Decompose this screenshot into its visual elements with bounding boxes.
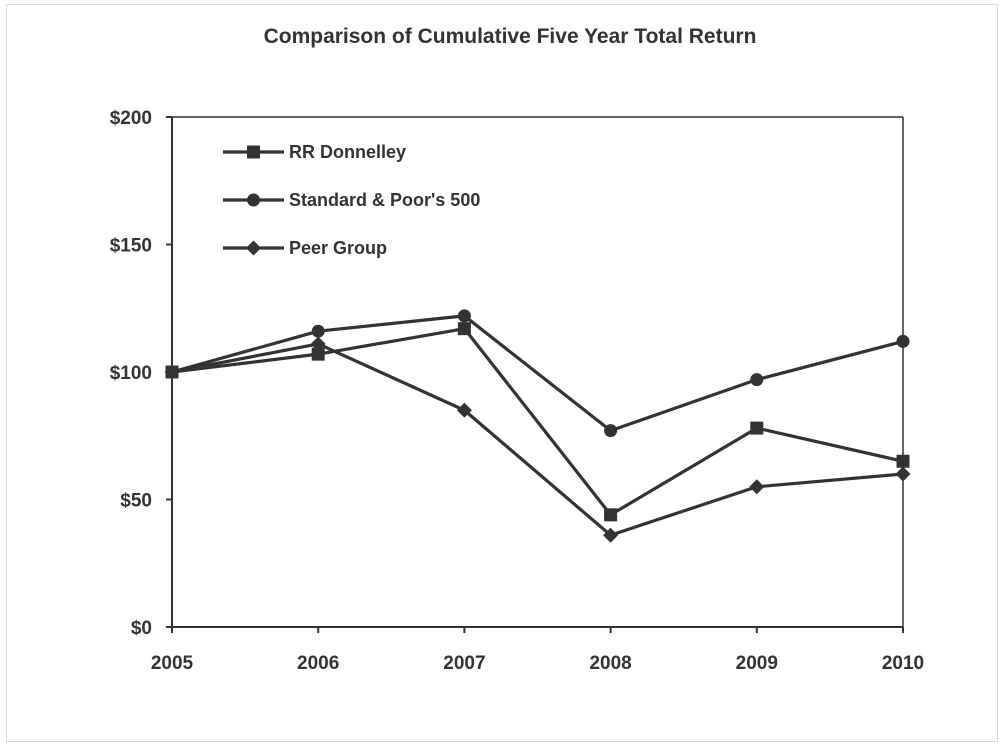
data-point-peer-group xyxy=(895,466,911,482)
legend-marker-rr-donnelley xyxy=(247,145,260,159)
data-point-rr-donnelley xyxy=(457,322,471,336)
data-point-standard-poor-s-500 xyxy=(457,309,471,323)
legend-marker-peer-group xyxy=(246,240,261,256)
legend-label-standard-poor-s-500: Standard & Poor's 500 xyxy=(289,190,480,210)
data-point-peer-group xyxy=(603,527,619,543)
series-line-standard-poor-s-500 xyxy=(171,314,904,433)
data-point-peer-group xyxy=(749,479,765,495)
data-point-standard-poor-s-500 xyxy=(896,334,910,348)
data-point-standard-poor-s-500 xyxy=(311,324,325,338)
legend-label-peer-group: Peer Group xyxy=(289,238,387,258)
chart-title: Comparison of Cumulative Five Year Total… xyxy=(264,25,757,48)
data-point-peer-group xyxy=(456,402,472,418)
x-tick-label: 2008 xyxy=(589,653,631,674)
data-point-peer-group xyxy=(310,336,326,352)
y-tick-label: $200 xyxy=(110,108,152,129)
y-tick-label: $150 xyxy=(110,236,152,257)
legend: RR Donnelley Standard & Poor's 500 Peer Gr… xyxy=(223,142,480,258)
x-tick-label: 2009 xyxy=(736,653,778,674)
data-point-rr-donnelley xyxy=(311,347,325,361)
data-point-standard-poor-s-500 xyxy=(750,373,764,387)
data-point-rr-donnelley xyxy=(750,421,764,435)
data-point-rr-donnelley xyxy=(896,454,910,468)
y-tick-label: $50 xyxy=(120,491,152,512)
legend-label-rr-donnelley: RR Donnelley xyxy=(289,142,406,162)
x-tick-label: 2005 xyxy=(151,653,194,674)
y-tick-label: $0 xyxy=(131,618,152,639)
series-line-rr-donnelley xyxy=(171,327,904,517)
series-line-peer-group xyxy=(171,342,904,537)
data-point-peer-group xyxy=(164,364,180,380)
x-tick-label: 2007 xyxy=(443,653,485,674)
x-tick-label: 2010 xyxy=(882,653,924,674)
data-point-rr-donnelley xyxy=(604,508,618,522)
y-tick-label: $100 xyxy=(110,363,152,384)
legend-marker-standard-poor-s-500 xyxy=(247,193,260,207)
data-point-standard-poor-s-500 xyxy=(604,424,618,438)
x-tick-label: 2006 xyxy=(297,653,339,674)
